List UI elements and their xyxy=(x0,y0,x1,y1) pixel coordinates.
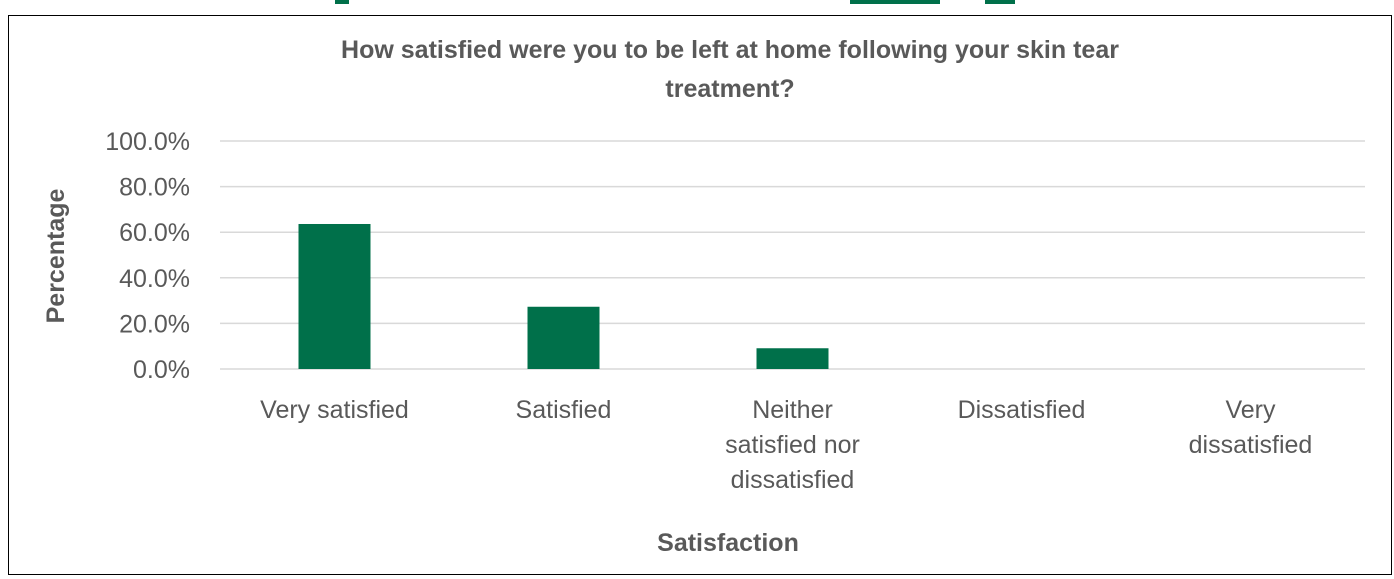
y-axis-ticks: 0.0% 20.0% 40.0% 60.0% 80.0% 100.0% xyxy=(105,128,190,384)
chart-frame xyxy=(8,15,1392,575)
chart-title-line-2: treatment? xyxy=(665,75,794,103)
chart-title-line-1: How satisfied were you to be left at hom… xyxy=(341,36,1119,64)
bars xyxy=(298,223,829,369)
y-axis-title: Percentage xyxy=(42,189,70,324)
x-tick-label: Dissatisfied xyxy=(958,396,1086,424)
y-tick-label: 80.0% xyxy=(119,174,190,202)
bar xyxy=(298,223,371,369)
bar xyxy=(756,348,829,369)
x-tick-label: dissatisfied xyxy=(731,466,855,494)
y-tick-label: 40.0% xyxy=(119,265,190,293)
cropped-heading-fragment xyxy=(0,0,1394,14)
cropped-heading-shapes xyxy=(335,0,1015,4)
x-tick-label: Very xyxy=(1225,396,1276,424)
y-tick-label: 100.0% xyxy=(105,128,190,156)
x-tick-label: Very satisfied xyxy=(260,396,409,424)
gridlines xyxy=(220,140,1365,370)
x-tick-label: dissatisfied xyxy=(1189,431,1313,459)
x-tick-label: Satisfied xyxy=(516,396,612,424)
x-tick-label: satisfied nor xyxy=(725,431,860,459)
y-tick-label: 0.0% xyxy=(133,356,190,384)
heading-fragment-3 xyxy=(985,0,1015,4)
y-tick-label: 60.0% xyxy=(119,219,190,247)
x-tick-label: Neither xyxy=(752,396,833,424)
y-tick-label: 20.0% xyxy=(119,310,190,338)
x-axis-categories: Very satisfied Satisfied Neither satisfied … xyxy=(260,396,1312,494)
heading-fragment-2 xyxy=(850,0,940,4)
bar xyxy=(527,306,600,369)
x-axis-title: Satisfaction xyxy=(657,529,799,557)
heading-fragment-1 xyxy=(335,0,349,4)
